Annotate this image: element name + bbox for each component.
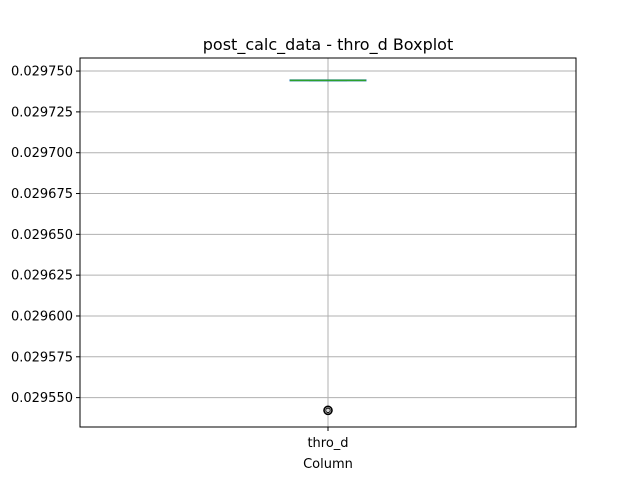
y-tick-label: 0.029600	[11, 309, 73, 324]
y-tick-label: 0.029550	[11, 391, 73, 406]
outlier-point-inner	[325, 407, 331, 414]
x-axis-label: Column	[303, 457, 353, 472]
box-thro_d	[289, 79, 367, 416]
y-tick-label: 0.029650	[11, 228, 73, 243]
y-tick-label: 0.029725	[11, 105, 73, 120]
box-series	[289, 79, 367, 416]
y-tick-label: 0.029750	[11, 65, 73, 80]
x-axis-ticks: thro_d	[307, 427, 349, 451]
grid-lines	[80, 58, 576, 427]
y-tick-label: 0.029700	[11, 146, 73, 161]
y-axis-ticks: 0.029550 0.029575 0.029600 0.029625 0.029650…	[11, 65, 80, 406]
plot-area-frame	[79, 57, 577, 428]
x-tick-label: thro_d	[307, 436, 348, 451]
y-tick-label: 0.029625	[11, 269, 73, 284]
outlier-point	[323, 405, 333, 416]
y-tick-label: 0.029575	[11, 350, 73, 365]
chart-title: post_calc_data - thro_d Boxplot	[203, 35, 453, 55]
y-tick-label: 0.029675	[11, 187, 73, 202]
